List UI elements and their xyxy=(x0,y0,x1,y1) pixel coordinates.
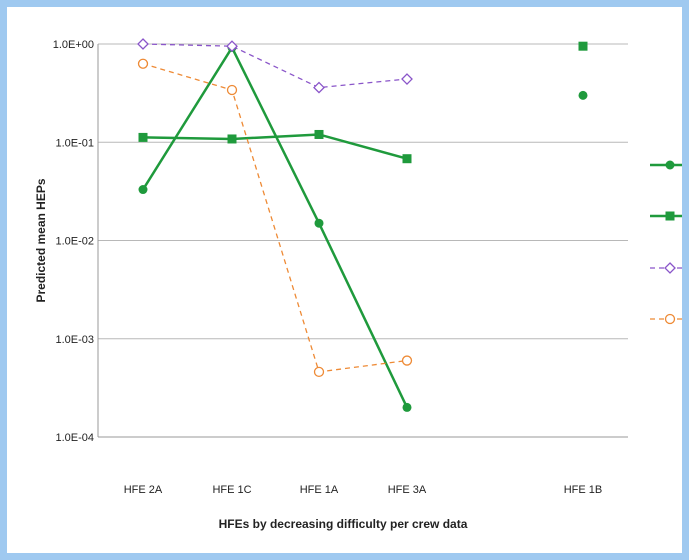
legend-entry xyxy=(650,211,682,221)
data-point xyxy=(226,40,238,53)
y-tick-label: 1.0E-02 xyxy=(55,236,94,248)
data-point xyxy=(578,90,588,100)
series-line xyxy=(141,44,409,408)
y-tick-label: 1.0E-03 xyxy=(55,334,94,346)
series-4 xyxy=(137,58,413,378)
x-tick-label: HFE 2A xyxy=(124,484,163,496)
legend-marker xyxy=(664,262,676,274)
data-point xyxy=(138,185,148,195)
legend-entry xyxy=(650,160,682,170)
y-tick-label: 1.0E-01 xyxy=(55,137,94,149)
series-1 xyxy=(138,43,588,412)
line-chart: 1.0E+00 1.0E-01 1.0E-02 1.0E-03 1.0E-04 HFE … xyxy=(34,38,682,531)
legend-entry xyxy=(650,262,682,274)
legend-marker xyxy=(664,313,676,325)
x-tick-labels: HFE 2A HFE 1C HFE 1A HFE 3A HFE 1B xyxy=(124,484,603,496)
y-tick-label: 1.0E-04 xyxy=(55,432,94,444)
data-point xyxy=(314,218,324,228)
y-tick-label: 1.0E+00 xyxy=(53,39,94,51)
series-2 xyxy=(138,41,588,164)
series-line xyxy=(142,133,408,160)
data-point xyxy=(137,58,149,69)
chart-frame: 1.0E+00 1.0E-01 1.0E-02 1.0E-03 1.0E-04 HFE … xyxy=(7,7,682,553)
series-line xyxy=(142,63,408,373)
series-3 xyxy=(137,38,413,94)
y-tick-labels: 1.0E+00 1.0E-01 1.0E-02 1.0E-03 1.0E-04 xyxy=(53,39,94,444)
data-point xyxy=(402,402,412,412)
data-point xyxy=(313,366,325,378)
data-point xyxy=(137,38,149,50)
data-point xyxy=(401,355,413,366)
data-point xyxy=(578,41,588,51)
legend-marker xyxy=(665,160,675,170)
series-line xyxy=(142,43,408,89)
x-axis-title: HFEs by decreasing difficulty per crew d… xyxy=(219,517,468,531)
x-tick-label: HFE 1A xyxy=(300,484,339,496)
x-tick-label: HFE 1C xyxy=(212,484,251,496)
data-point xyxy=(138,132,148,142)
legend-marker xyxy=(665,211,675,221)
data-point xyxy=(226,84,238,96)
data-point xyxy=(227,134,237,144)
legend xyxy=(650,160,682,325)
data-point xyxy=(402,154,412,164)
series-group xyxy=(137,38,588,412)
legend-entry xyxy=(650,313,682,325)
x-tick-label: HFE 3A xyxy=(388,484,427,496)
data-point xyxy=(314,129,324,139)
x-tick-label: HFE 1B xyxy=(564,484,603,496)
data-point xyxy=(401,73,413,85)
grid-lines xyxy=(98,43,628,340)
y-axis-title: Predicted mean HEPs xyxy=(34,178,48,302)
data-point xyxy=(313,81,325,94)
